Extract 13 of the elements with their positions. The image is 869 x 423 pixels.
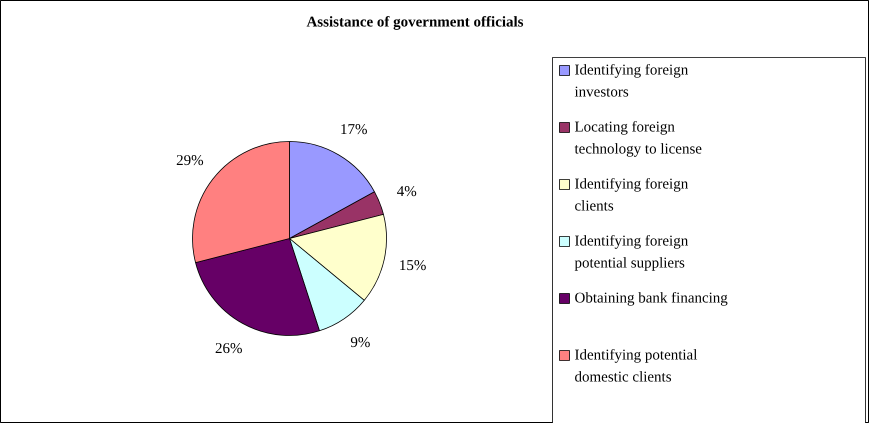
data-label: 15% [398, 258, 426, 274]
data-label: 17% [340, 122, 368, 138]
data-label: 26% [215, 341, 243, 357]
data-label: 29% [176, 153, 204, 170]
chart-title: Assistance of government officials [306, 14, 524, 30]
data-label: 9% [350, 334, 370, 351]
legend-label: Identifying foreign potential suppliers [574, 234, 689, 272]
legend-label: Identifying potential domestic clients [574, 348, 698, 386]
legend-label: Obtaining bank financing [574, 290, 728, 306]
data-label: 4% [396, 184, 417, 200]
legend-label: Locating foreign technology to license [574, 120, 702, 158]
legend-label: Identifying foreign clients [574, 176, 689, 214]
legend-label: Identifying foreign investors [574, 62, 689, 100]
